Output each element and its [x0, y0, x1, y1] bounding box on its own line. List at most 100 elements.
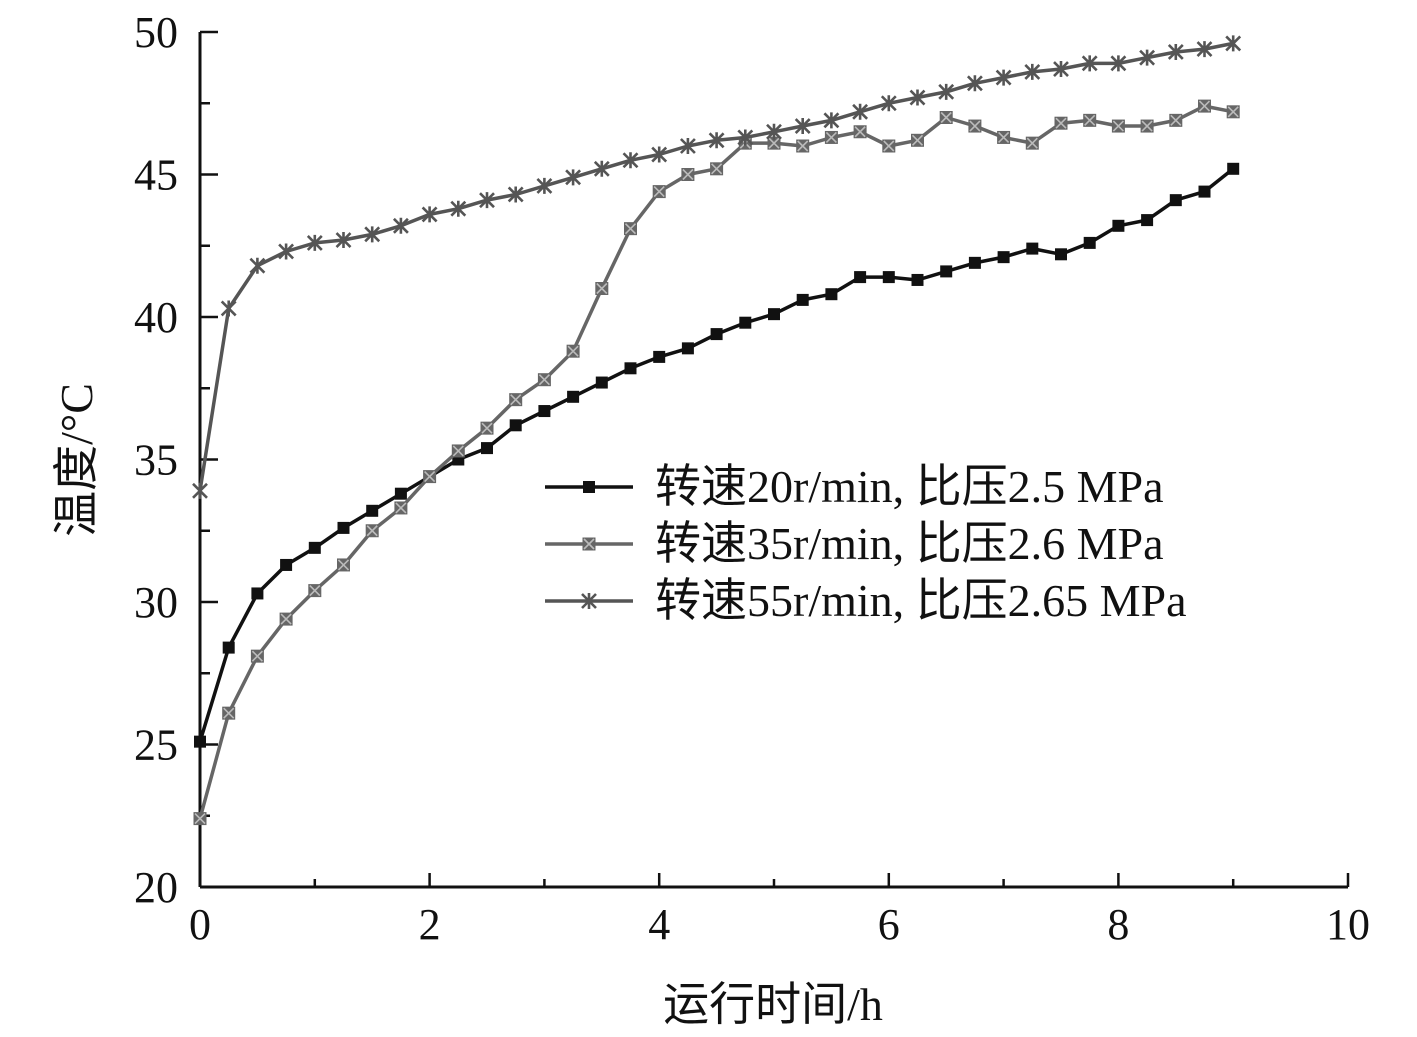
data-point	[538, 405, 551, 418]
marker-square-shape	[997, 251, 1010, 264]
data-point	[193, 812, 207, 826]
data-point	[911, 273, 924, 286]
marker-cross-shape	[567, 345, 579, 357]
data-point	[681, 168, 695, 181]
data-point	[853, 125, 867, 139]
marker-cross-shape	[911, 134, 924, 146]
data-point	[392, 217, 409, 234]
data-point	[1055, 248, 1067, 261]
marker-asterisk-shape	[938, 83, 955, 100]
marker-cross-shape	[510, 394, 522, 406]
data-point	[1054, 116, 1068, 130]
x-tick-label: 10	[1326, 900, 1370, 949]
marker-square-shape	[940, 265, 953, 278]
marker-square-shape	[882, 271, 895, 284]
marker-asterisk-shape	[794, 118, 811, 135]
data-point	[507, 186, 524, 203]
data-point	[536, 177, 553, 194]
data-point	[220, 300, 237, 317]
marker-cross-shape	[797, 140, 809, 152]
x-tick-label: 6	[878, 900, 900, 949]
marker-cross-shape	[768, 137, 780, 149]
series-group	[192, 35, 1242, 826]
data-point	[824, 130, 838, 144]
data-point	[450, 200, 467, 217]
data-point	[1025, 136, 1039, 150]
marker-square-shape	[481, 442, 493, 455]
marker-asterisk-shape	[1081, 55, 1098, 72]
data-point	[909, 89, 926, 106]
marker-square-shape	[194, 735, 206, 748]
marker-square-shape	[222, 641, 235, 654]
marker-cross-shape	[940, 111, 952, 124]
data-point	[394, 487, 407, 500]
marker-cross-shape	[395, 502, 407, 514]
data-point	[364, 226, 381, 243]
data-point	[622, 152, 639, 169]
marker-asterisk-shape	[966, 75, 983, 92]
data-point	[651, 146, 668, 163]
marker-asterisk-shape	[249, 257, 266, 274]
data-point	[624, 362, 637, 375]
data-point	[1140, 119, 1154, 133]
marker-cross-shape	[1112, 120, 1124, 132]
marker-square-shape	[710, 328, 723, 341]
y-tick-label: 45	[134, 151, 178, 200]
data-point	[1139, 49, 1156, 66]
marker-square-shape	[1026, 242, 1039, 255]
marker-cross-shape	[583, 538, 595, 550]
marker-square-shape	[624, 362, 637, 375]
legend: 转速20r/min, 比压2.5 MPa 转速35r/min, 比压2.6 MPa…	[545, 461, 1187, 626]
data-point	[1110, 55, 1127, 72]
marker-asterisk-shape	[1196, 41, 1213, 58]
data-point	[823, 112, 840, 129]
marker-asterisk-shape	[450, 200, 467, 217]
data-point	[997, 251, 1010, 264]
marker-asterisk-shape	[421, 206, 438, 223]
series-3-line	[198, 41, 1234, 492]
marker-cross-shape	[481, 422, 493, 434]
y-tick-label: 25	[134, 721, 178, 770]
marker-asterisk-shape	[581, 593, 597, 609]
data-point	[968, 256, 981, 269]
data-point	[337, 558, 350, 572]
marker-asterisk-shape	[220, 300, 237, 317]
marker-cross-shape	[337, 559, 350, 571]
marker-square-shape	[251, 587, 264, 600]
data-point	[1196, 41, 1213, 58]
marker-square-shape	[739, 316, 752, 329]
x-tick-label: 0	[189, 900, 211, 949]
marker-asterisk-shape	[364, 226, 381, 243]
data-point	[768, 308, 780, 321]
data-point	[479, 192, 495, 209]
data-point	[222, 641, 235, 654]
data-point	[968, 119, 982, 133]
marker-cross-shape	[1055, 117, 1067, 129]
data-point	[1141, 214, 1154, 227]
data-point	[421, 206, 438, 223]
marker-cross-shape	[1198, 100, 1211, 112]
marker-asterisk-shape	[880, 95, 897, 112]
data-point	[337, 521, 350, 534]
data-point	[1227, 162, 1240, 175]
legend-item-2: 转速35r/min, 比压2.6 MPa	[545, 518, 1164, 569]
data-point	[335, 232, 352, 249]
data-point	[280, 558, 293, 571]
data-point	[480, 421, 494, 435]
marker-cross-shape	[309, 585, 321, 597]
marker-square-shape	[1227, 162, 1240, 175]
data-point	[681, 342, 694, 355]
data-point	[708, 132, 725, 149]
marker-cross-shape	[969, 120, 981, 132]
legend-label: 转速20r/min, 比压2.5 MPa	[655, 461, 1164, 512]
marker-asterisk-shape	[1167, 43, 1184, 60]
marker-square-shape	[337, 521, 350, 534]
marker-asterisk-shape	[306, 234, 323, 251]
marker-asterisk-shape	[507, 186, 524, 203]
data-point	[767, 136, 781, 150]
marker-asterisk-shape	[679, 138, 696, 154]
legend-label: 转速55r/min, 比压2.65 MPa	[655, 575, 1187, 626]
data-point	[679, 138, 696, 154]
data-point	[279, 612, 293, 626]
data-point	[509, 419, 522, 432]
